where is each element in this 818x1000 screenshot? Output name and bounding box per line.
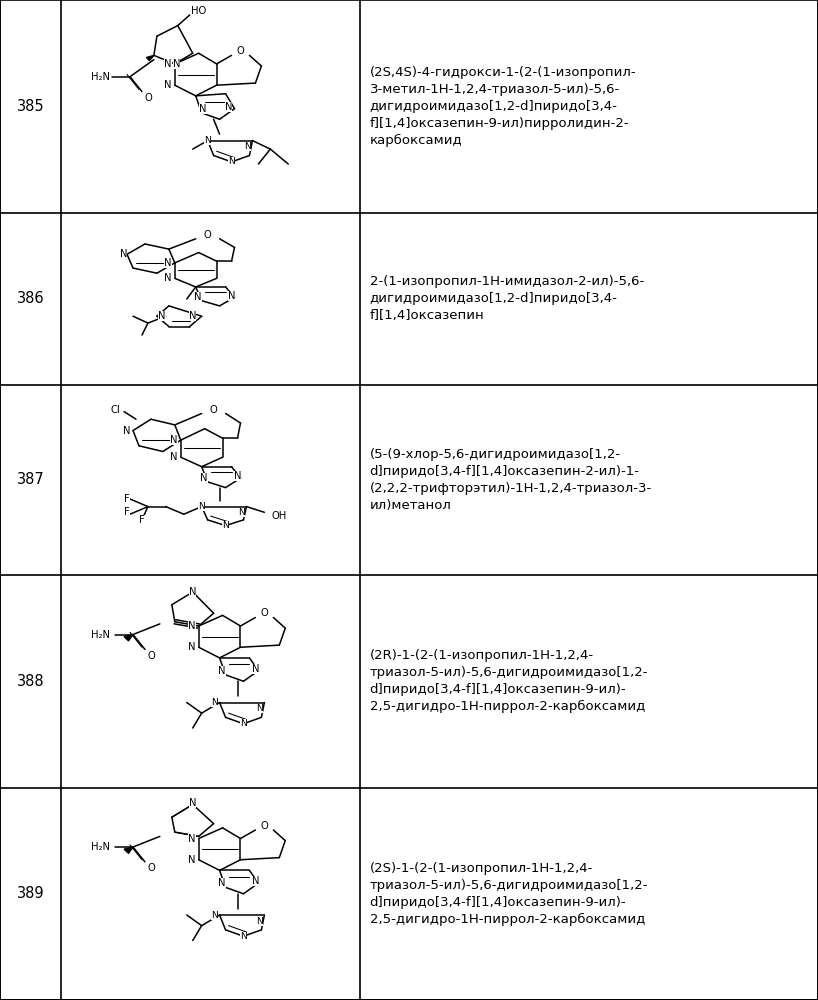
Text: N: N bbox=[211, 698, 218, 707]
Text: N: N bbox=[164, 59, 172, 69]
Text: N: N bbox=[257, 917, 263, 926]
Text: N: N bbox=[170, 435, 178, 445]
Text: (2R)-1-(2-(1-изопропил-1Н-1,2,4-
триазол-5-ил)-5,6-дигидроимидазо[1,2-
d]пиридо[: (2R)-1-(2-(1-изопропил-1Н-1,2,4- триазол… bbox=[370, 649, 648, 713]
Text: O: O bbox=[236, 46, 245, 56]
Text: F: F bbox=[124, 494, 130, 504]
Polygon shape bbox=[124, 635, 133, 641]
Text: O: O bbox=[260, 608, 268, 618]
Text: N: N bbox=[234, 471, 241, 481]
Text: N: N bbox=[200, 104, 207, 114]
Polygon shape bbox=[146, 55, 154, 61]
Text: N: N bbox=[164, 273, 172, 283]
Text: H₂N: H₂N bbox=[91, 72, 110, 82]
Text: O: O bbox=[209, 405, 218, 415]
Text: N: N bbox=[240, 932, 247, 941]
Text: N: N bbox=[228, 157, 235, 166]
Text: N: N bbox=[222, 521, 229, 530]
Text: O: O bbox=[147, 651, 155, 661]
Text: N: N bbox=[198, 502, 204, 511]
Text: N: N bbox=[159, 311, 166, 321]
Text: 387: 387 bbox=[17, 473, 44, 488]
Text: O: O bbox=[260, 821, 268, 831]
Text: N: N bbox=[252, 664, 259, 674]
Text: N: N bbox=[188, 642, 196, 652]
Text: 385: 385 bbox=[17, 99, 44, 114]
Text: N: N bbox=[189, 311, 196, 321]
Text: H₂N: H₂N bbox=[91, 630, 110, 640]
Text: N: N bbox=[164, 258, 172, 268]
Text: 388: 388 bbox=[17, 674, 44, 689]
Text: (5-(9-хлор-5,6-дигидроимидазо[1,2-
d]пиридо[3,4-f][1,4]оксазепин-2-ил)-1-
(2,2,2: (5-(9-хлор-5,6-дигидроимидазо[1,2- d]пир… bbox=[370, 448, 652, 512]
Text: N: N bbox=[218, 666, 226, 676]
Text: N: N bbox=[188, 621, 196, 631]
Text: N: N bbox=[218, 878, 226, 888]
Text: N: N bbox=[164, 80, 172, 90]
Text: N: N bbox=[252, 876, 259, 886]
Text: 389: 389 bbox=[17, 886, 44, 901]
Text: N: N bbox=[170, 452, 178, 462]
Text: N: N bbox=[225, 102, 232, 111]
Text: N: N bbox=[204, 136, 211, 145]
Text: N: N bbox=[240, 719, 247, 728]
Text: 386: 386 bbox=[17, 291, 44, 306]
Text: H₂N: H₂N bbox=[91, 842, 110, 852]
Text: O: O bbox=[144, 93, 152, 103]
Text: N: N bbox=[123, 426, 130, 436]
Text: HO: HO bbox=[191, 6, 206, 16]
Text: (2S)-1-(2-(1-изопропил-1Н-1,2,4-
триазол-5-ил)-5,6-дигидроимидазо[1,2-
d]пиридо[: (2S)-1-(2-(1-изопропил-1Н-1,2,4- триазол… bbox=[370, 862, 648, 926]
Text: (2S,4S)-4-гидрокси-1-(2-(1-изопропил-
3-метил-1Н-1,2,4-триазол-5-ил)-5,6-
дигидр: (2S,4S)-4-гидрокси-1-(2-(1-изопропил- 3-… bbox=[370, 66, 636, 147]
Text: N: N bbox=[239, 508, 245, 517]
Text: O: O bbox=[204, 230, 212, 240]
Text: N: N bbox=[200, 473, 208, 483]
Text: F: F bbox=[124, 507, 130, 517]
Text: OH: OH bbox=[272, 511, 287, 521]
Text: F: F bbox=[139, 515, 145, 525]
Text: N: N bbox=[119, 249, 127, 259]
Text: N: N bbox=[189, 798, 196, 808]
Polygon shape bbox=[124, 847, 133, 853]
Text: N: N bbox=[188, 834, 196, 844]
Text: N: N bbox=[189, 587, 196, 597]
Text: N: N bbox=[211, 910, 218, 920]
Text: 2-(1-изопропил-1Н-имидазол-2-ил)-5,6-
дигидроимидазо[1,2-d]пиридо[3,4-
f][1,4]ок: 2-(1-изопропил-1Н-имидазол-2-ил)-5,6- ди… bbox=[370, 275, 644, 322]
Text: O: O bbox=[147, 863, 155, 873]
Text: N: N bbox=[173, 59, 180, 69]
Text: N: N bbox=[257, 704, 263, 713]
Text: N: N bbox=[227, 291, 236, 301]
Text: Cl: Cl bbox=[110, 405, 120, 415]
Text: N: N bbox=[245, 142, 251, 151]
Text: N: N bbox=[194, 292, 202, 302]
Text: N: N bbox=[188, 855, 196, 865]
